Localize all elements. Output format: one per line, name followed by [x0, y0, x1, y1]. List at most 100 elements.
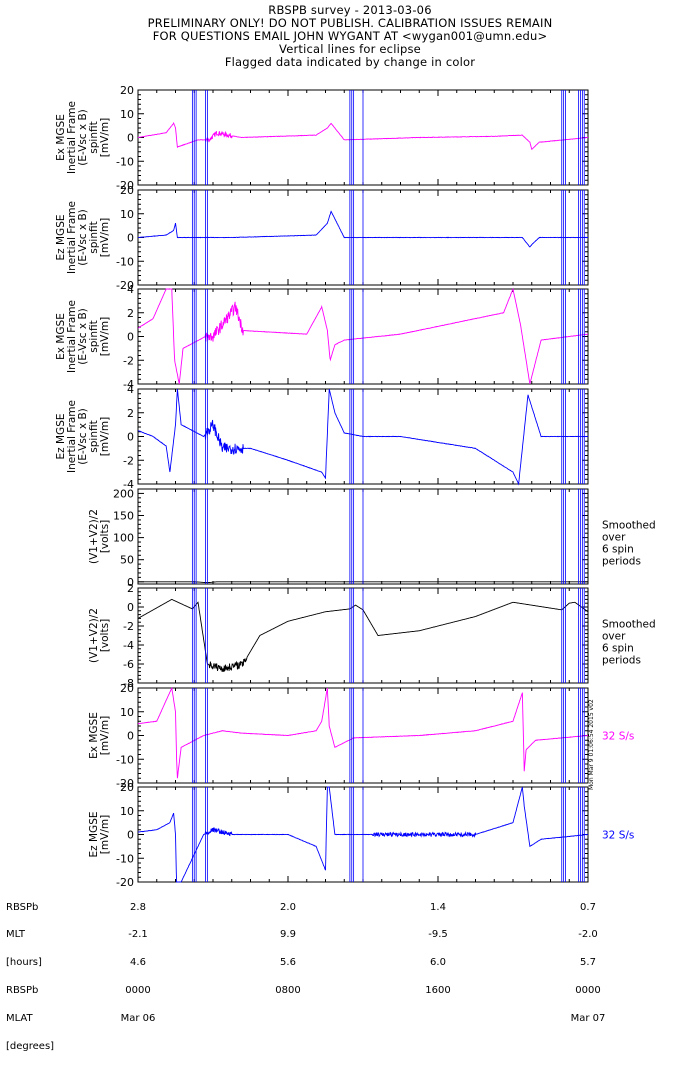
- y-tick-label: 200: [113, 487, 134, 500]
- y-tick-label: 20: [120, 84, 134, 97]
- y-axis-label-line: (E-Vsc x B): [77, 209, 89, 266]
- y-tick-label: 0: [127, 232, 134, 245]
- panel-annotation: 6 spin: [602, 544, 634, 556]
- y-tick-label: -20: [116, 179, 134, 192]
- panel-3: -4 -2 0 2 4 Ex MGSE Inertial Frame (E-Vsc x B) s…: [55, 283, 589, 391]
- y-tick-label: 0: [127, 576, 134, 589]
- tick-value: 1600: [425, 985, 451, 997]
- y-tick-label: 20: [120, 184, 134, 197]
- panel-1: -20 -10 0 10 20 Ex MGSE Inertial Frame (E-Vsc x…: [55, 84, 589, 192]
- row-label: MLAT: [6, 1013, 33, 1025]
- y-axis-label-line: Inertial Frame: [66, 300, 78, 373]
- y-axis-label-line: spinfit: [88, 121, 100, 153]
- y-tick-label: 20: [120, 781, 134, 794]
- y-tick-label: -20: [116, 777, 134, 790]
- y-axis-label-line: Ez MGSE: [55, 414, 67, 460]
- y-tick-label: 4: [127, 283, 134, 296]
- panel-annotation: Smoothed: [602, 520, 656, 532]
- x-axis-column-1: 2.0 9.9 5.6 0800: [264, 884, 312, 1033]
- tick-value: 1.4: [430, 901, 446, 913]
- panel-annotation: Smoothed: [602, 619, 656, 631]
- panel-4: -4 -2 0 2 4 Ez MGSE Inertial Frame (E-Vsc x B) s…: [55, 383, 589, 491]
- x-axis-column-3: 0.7 -2.0 5.7 0000 Mar 07: [564, 884, 612, 1042]
- y-axis-label-line: [volts]: [99, 619, 111, 652]
- panel-annotation: periods: [602, 556, 641, 568]
- panel-annotation: over: [602, 631, 626, 643]
- y-axis-label-line: [volts]: [99, 520, 111, 553]
- tick-value: -9.5: [428, 929, 448, 941]
- panel-2: -20 -10 0 10 20 Ez MGSE Inertial Frame (E-Vsc x…: [55, 184, 589, 292]
- y-tick-label: 2: [127, 307, 134, 320]
- y-axis-label-line: Ex MGSE: [88, 712, 100, 759]
- y-tick-label: 0: [127, 730, 134, 743]
- y-axis-label-line: [mV/m]: [99, 815, 111, 854]
- tick-value: 6.0: [430, 957, 446, 969]
- y-tick-label: 4: [127, 383, 134, 396]
- title-line-3: FOR QUESTIONS EMAIL JOHN WYGANT AT <wyga…: [152, 29, 548, 43]
- row-label: RBSPb: [6, 985, 39, 997]
- y-axis-label-line: spinfit: [88, 320, 100, 352]
- y-tick-label: 150: [113, 510, 134, 523]
- tick-value: 0000: [575, 985, 601, 997]
- y-tick-label: 0: [127, 431, 134, 444]
- y-tick-label: -10: [116, 155, 134, 168]
- y-axis-label-line: [mV/m]: [99, 317, 111, 356]
- y-tick-label: 2: [127, 582, 134, 595]
- y-tick-label: -20: [116, 876, 134, 889]
- row-label: [degrees]: [6, 1041, 55, 1053]
- panel-annotation: periods: [602, 655, 641, 667]
- y-axis-label-line: Ex MGSE: [55, 313, 67, 360]
- y-tick-label: -4: [123, 639, 134, 652]
- y-tick-label: 20: [120, 682, 134, 695]
- y-axis-label: Ex MGSE Inertial Frame (E-Vsc x B) spinfit[…: [55, 101, 111, 174]
- row-label: [hours]: [6, 957, 42, 969]
- y-axis-label: Ex MGSE Inertial Frame (E-Vsc x B) spinfit[…: [55, 300, 111, 373]
- tick-value: 4.6: [130, 957, 146, 969]
- tick-value: -2.1: [128, 929, 148, 941]
- tick-value: 2.0: [280, 901, 296, 913]
- y-axis-label-line: (V1+V2)/2: [88, 509, 100, 564]
- y-axis-label-line: (E-Vsc x B): [77, 109, 89, 166]
- panel-annotation: 32 S/s: [602, 731, 634, 743]
- tick-value: 0000: [125, 985, 151, 997]
- y-axis-label: (V1+V2)/2 [volts]: [88, 509, 111, 564]
- y-axis-label-line: Ez MGSE: [88, 812, 100, 858]
- y-tick-label: -2: [123, 620, 134, 633]
- y-axis-label-line: (V1+V2)/2: [88, 608, 100, 663]
- panel-annotation: 6 spin: [602, 643, 634, 655]
- y-tick-label: -2: [123, 454, 134, 467]
- title-line-2: PRELIMINARY ONLY! DO NOT PUBLISH. CALIBR…: [147, 16, 553, 30]
- y-tick-label: -4: [123, 478, 134, 491]
- y-axis-label-line: spinfit: [88, 221, 100, 253]
- panel-annotation: over: [602, 532, 626, 544]
- y-tick-label: -10: [116, 753, 134, 766]
- y-tick-label: -4: [123, 378, 134, 391]
- y-axis-label: Ez MGSE Inertial Frame (E-Vsc x B) spinfit[…: [55, 400, 111, 473]
- panel-6: -8 -6 -4 -2 0 2 (V1+V2)/2 [volts] Smoothedover6 …: [88, 582, 656, 690]
- y-axis-label-line: [mV/m]: [99, 716, 111, 755]
- y-axis-label-line: (E-Vsc x B): [77, 308, 89, 365]
- y-tick-label: -10: [116, 852, 134, 865]
- row-label: MLT: [6, 929, 25, 941]
- x-axis-column-0: 2.8 -2.1 4.6 0000 Mar 06: [114, 884, 162, 1042]
- y-axis-label: Ez MGSE Inertial Frame (E-Vsc x B) spinfit[…: [55, 201, 111, 274]
- tick-value: -2.0: [578, 929, 598, 941]
- tick-value: 9.9: [280, 929, 296, 941]
- y-tick-label: -2: [123, 354, 134, 367]
- y-axis-label-line: Ez MGSE: [55, 215, 67, 261]
- y-tick-label: 50: [120, 554, 134, 567]
- title-line-5: Flagged data indicated by change in colo…: [224, 55, 476, 69]
- version-tag: Mon Mar 9 01:06:54 2015 v02: [588, 699, 595, 790]
- y-axis-label-line: spinfit: [88, 420, 100, 452]
- y-axis-label: (V1+V2)/2 [volts]: [88, 608, 111, 663]
- y-tick-label: 10: [120, 108, 134, 121]
- title-line-1: RBSPB survey - 2013-03-06: [268, 3, 432, 17]
- y-tick-label: 0: [127, 601, 134, 614]
- plot-title-block: RBSPB survey - 2013-03-06 PRELIMINARY ON…: [0, 4, 700, 69]
- panel-annotation: 32 S/s: [602, 830, 634, 842]
- tick-value: Mar 06: [120, 1013, 156, 1025]
- y-tick-label: 0: [127, 331, 134, 344]
- y-axis-label-line: [mV/m]: [99, 218, 111, 257]
